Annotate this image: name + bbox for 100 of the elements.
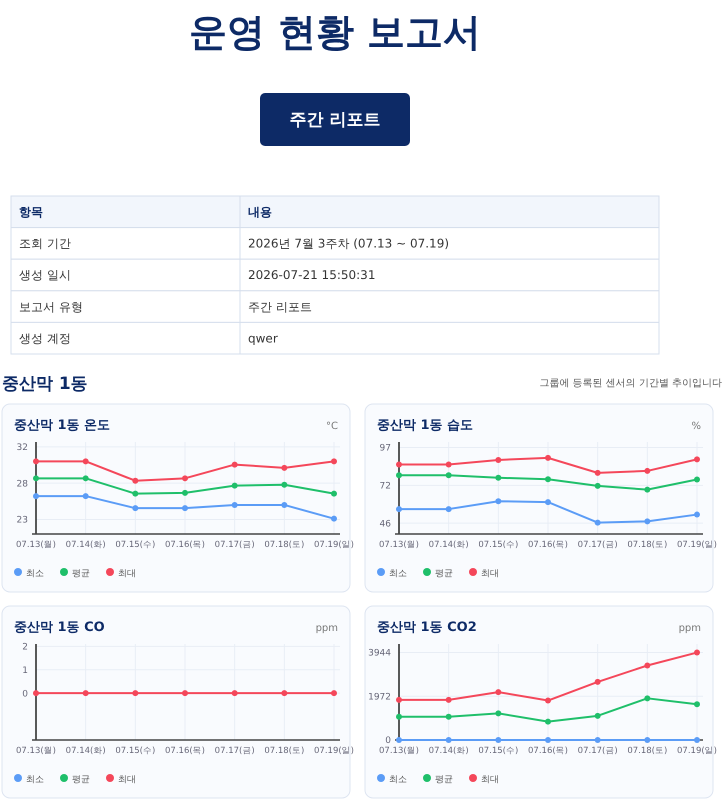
point [232,482,238,489]
chart-title: 중산막 1동 CO [14,620,105,635]
point [694,650,700,656]
text: 내용 [248,205,272,219]
x-tick-label: 07.17(금) [214,746,255,756]
legend-label: 평균 [72,775,90,785]
legend-label: 평균 [435,775,453,785]
x-tick-label: 07.18(토) [627,746,668,756]
point [446,737,452,743]
x-tick-label: 07.15(수) [478,746,518,756]
point [82,475,89,482]
point [594,520,601,526]
x-tick-label: 07.18(토) [627,540,668,550]
point [281,502,288,508]
point [545,499,551,506]
point [644,468,650,474]
point [694,456,700,462]
y-tick-label: 0 [385,736,392,746]
point [33,475,39,482]
point [545,698,551,704]
point [396,714,402,720]
point [694,476,700,483]
x-tick-label: 07.15(수) [115,540,156,550]
y-tick-label: 1972 [368,692,391,702]
text: 중산막 1동 [2,374,88,394]
point [331,516,337,522]
point [495,498,502,504]
legend-label: 평균 [72,569,90,579]
point [644,737,650,743]
text: 주간 리포트 [290,110,380,130]
x-tick-label: 07.15(수) [115,746,156,756]
x-tick-label: 07.18(토) [264,746,304,756]
point [694,737,700,743]
point [82,458,89,464]
point [694,512,700,518]
y-tick-label: 72 [380,481,391,492]
point [446,696,452,703]
legend-label: 최대 [118,569,136,579]
x-tick-label: 07.16(목) [165,746,205,756]
point [495,689,502,696]
point [182,490,188,496]
point [594,470,601,476]
text: 보고서 유형 [19,300,83,314]
legend-label: 최대 [481,775,499,785]
point [594,678,601,685]
point [396,737,402,743]
legend-label: 최대 [481,569,499,579]
point [33,493,39,500]
x-tick-label: 07.15(수) [478,540,518,550]
text: 생성 계정 [19,331,71,346]
text: 그룹에 등록된 센서의 기간별 추이입니다 [539,378,722,389]
y-axis-title: % [691,421,701,432]
y-tick-label: 97 [380,444,391,454]
point [545,476,551,482]
x-tick-label: 07.18(토) [264,540,304,550]
point [694,701,700,708]
point [396,462,402,468]
point [446,462,452,468]
x-tick-label: 07.13(월) [379,540,419,550]
point [132,505,138,512]
chart-title: 중산막 1동 CO2 [377,620,477,635]
y-tick-label: 1 [22,666,28,676]
point [232,462,238,468]
x-tick-label: 07.13(월) [379,746,419,756]
x-tick-label: 07.13(월) [16,746,56,756]
text: 생성 일시 [19,268,71,282]
point [644,518,650,524]
point [232,502,238,508]
point [446,472,452,478]
legend-label: 최소 [26,569,44,579]
y-tick-label: 23 [16,516,28,526]
point [594,737,601,743]
legend-label: 최대 [118,775,136,785]
text: 운영 현황 보고서 [188,10,482,54]
point [644,662,650,669]
y-axis-title: ppm [678,623,701,634]
point [33,458,39,464]
text: 2026-07-21 15:50:31 [248,268,376,282]
y-axis-title: °C [326,421,338,432]
point [396,506,402,512]
point [446,714,452,720]
point [331,490,337,497]
legend-label: 최소 [389,569,407,579]
y-tick-label: 2 [22,642,28,652]
x-tick-label: 07.16(목) [528,540,568,550]
point [446,506,452,512]
y-tick-label: 0 [22,689,28,700]
x-tick-label: 07.17(금) [578,746,618,756]
y-tick-label: 28 [16,479,28,490]
legend-label: 최소 [389,775,407,785]
point [495,474,502,481]
x-tick-label: 07.16(목) [165,540,205,550]
chart-title: 중산막 1동 습도 [377,418,474,433]
x-tick-label: 07.14(화) [428,540,469,550]
legend-label: 최소 [26,775,44,785]
point [132,478,138,484]
point [396,472,402,478]
point [594,482,601,489]
x-tick-label: 07.19(일) [677,746,717,756]
point [396,696,402,703]
